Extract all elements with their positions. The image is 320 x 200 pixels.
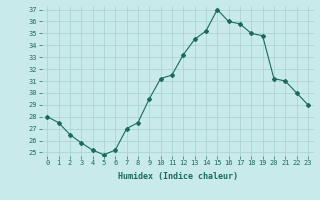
- X-axis label: Humidex (Indice chaleur): Humidex (Indice chaleur): [118, 172, 237, 181]
